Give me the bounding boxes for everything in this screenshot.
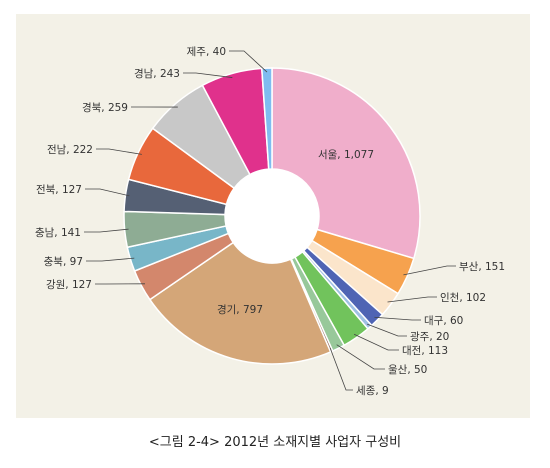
leader-line-충북 [86, 257, 135, 262]
leader-line-충남 [84, 228, 129, 233]
data-label-경남: 경남, 243 [134, 67, 180, 80]
leader-line-세종 [329, 347, 353, 391]
leader-line-경남 [183, 72, 233, 78]
data-label-세종: 세종, 9 [356, 385, 389, 397]
data-label-전북: 전북, 127 [36, 184, 82, 196]
leader-line-전북 [85, 188, 130, 197]
data-label-부산: 부산, 151 [459, 261, 505, 273]
data-label-경북: 경북, 259 [82, 101, 128, 114]
data-label-제주: 제주, 40 [187, 46, 226, 58]
leader-line-전남 [96, 148, 142, 155]
leader-line-제주 [229, 50, 268, 73]
donut-hole [225, 169, 319, 263]
data-label-서울: 서울, 1,077 [318, 149, 374, 161]
data-label-대전: 대전, 113 [402, 345, 448, 357]
data-label-경기: 경기, 797 [217, 303, 263, 316]
figure-caption: <그림 2-4> 2012년 소재지별 사업자 구성비 [148, 435, 402, 450]
data-label-울산: 울산, 50 [388, 364, 427, 376]
data-label-광주: 광주, 20 [410, 331, 449, 343]
data-label-충북: 충북, 97 [44, 256, 83, 268]
data-label-대구: 대구, 60 [424, 315, 463, 327]
data-label-인천: 인천, 102 [440, 292, 486, 304]
leader-line-인천 [387, 296, 437, 303]
data-label-전남: 전남, 222 [47, 144, 93, 156]
leader-line-부산 [403, 265, 456, 276]
data-label-강원: 강원, 127 [46, 279, 92, 291]
donut-chart: 서울, 1,077 부산, 151 인천, 102 대구, 60 광주, 20 대전, 1… [35, 46, 505, 397]
data-label-충남: 충남, 141 [35, 227, 81, 239]
leader-line-대전 [353, 333, 399, 351]
leader-line-울산 [336, 344, 385, 370]
leader-line-광주 [366, 323, 407, 337]
leader-line-대구 [374, 316, 421, 321]
